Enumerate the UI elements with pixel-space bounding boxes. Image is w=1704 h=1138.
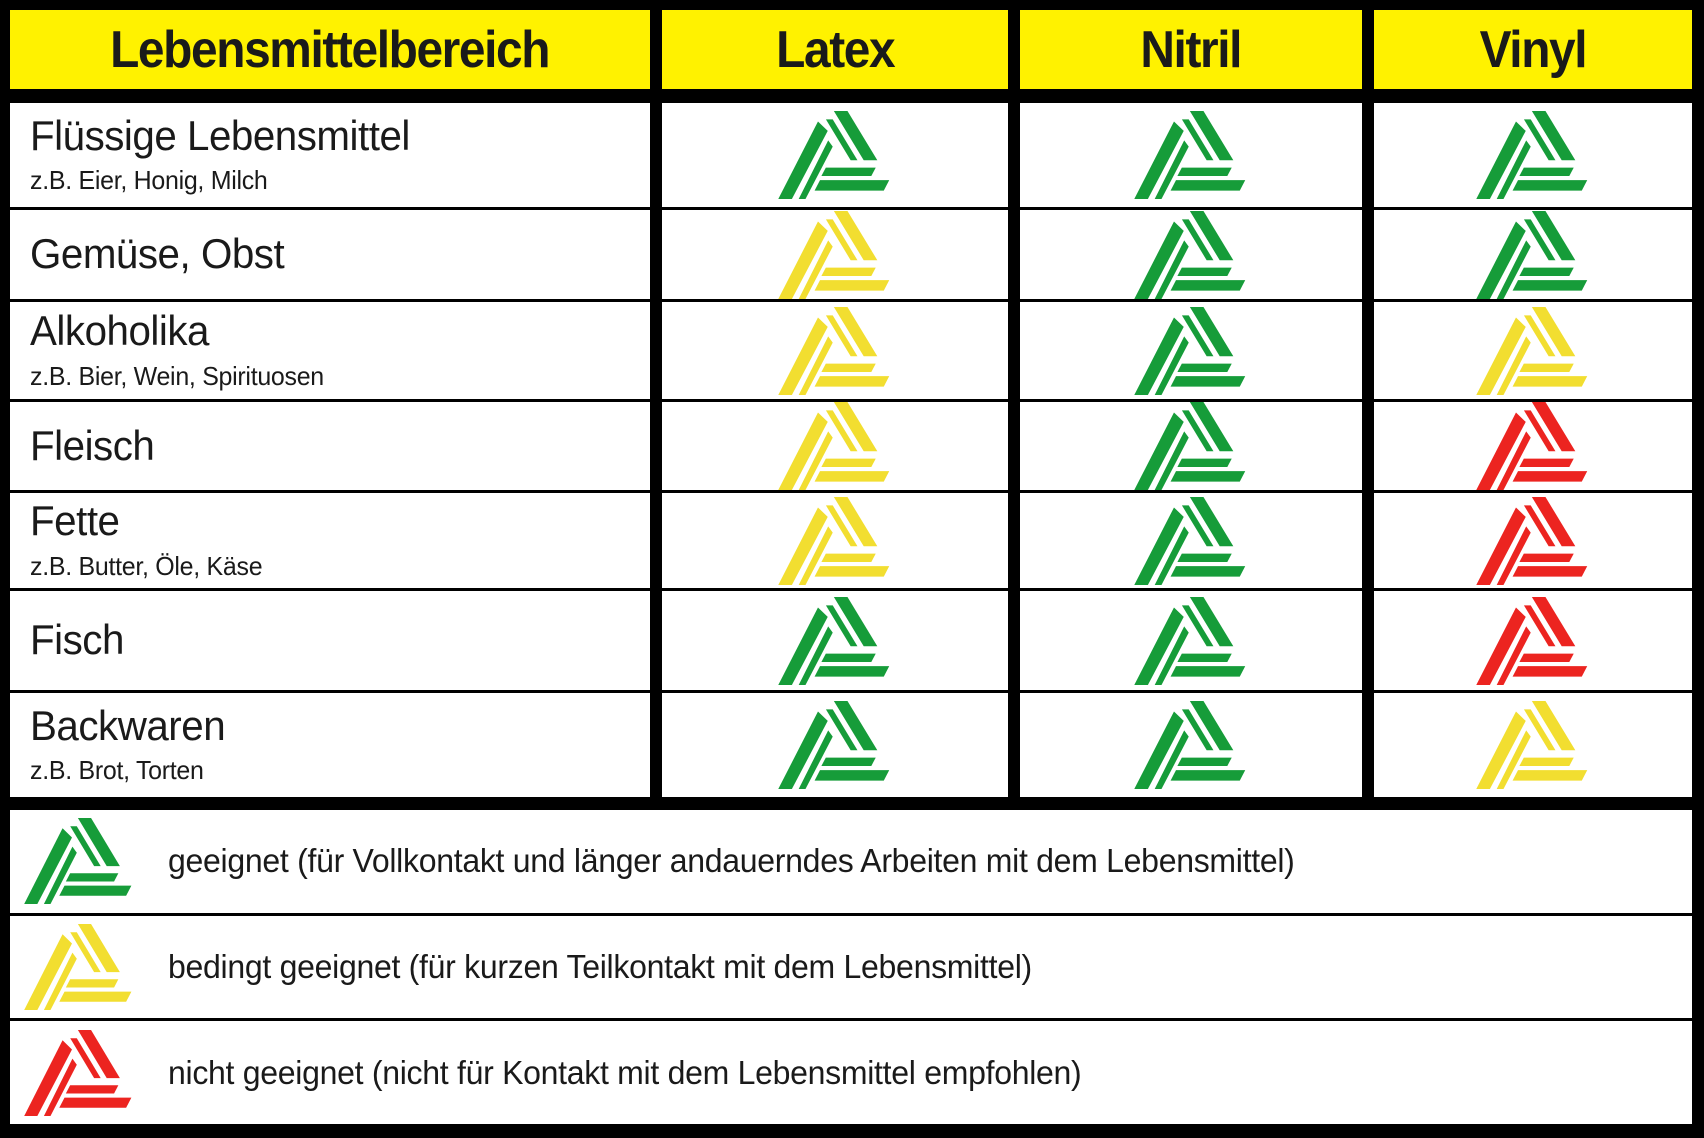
rating-cell-nitril [1020, 591, 1362, 690]
rating-triangle-icon [1474, 597, 1592, 685]
rating-cell-vinyl [1374, 302, 1692, 399]
rating-cell-latex [662, 302, 1008, 399]
food-category-examples: z.B. Bier, Wein, Spirituosen [30, 360, 324, 391]
rating-cell-vinyl [1374, 402, 1692, 490]
glove-suitability-table: Lebensmittelbereich Latex Nitril Vinyl F… [10, 10, 1692, 797]
legend-item-label: geeignet (für Vollkontakt und länger and… [168, 842, 1295, 880]
rating-triangle-icon [776, 307, 894, 395]
legend-item-label: bedingt geeignet (für kurzen Teilkontakt… [168, 947, 1032, 985]
column-header-label: Latex [775, 20, 895, 79]
rating-cell-nitril [1020, 210, 1362, 299]
column-header-label: Nitril [1140, 20, 1243, 79]
legend-item-label: nicht geeignet (nicht für Kontakt mit de… [168, 1053, 1082, 1091]
rating-triangle-icon [1132, 211, 1250, 299]
food-category-cell: Backwaren z.B. Brot, Torten [10, 693, 650, 797]
food-category-label: Gemüse, Obst [30, 230, 285, 278]
legend-item-geeignet: geeignet (für Vollkontakt und länger and… [10, 810, 1692, 913]
rating-cell-latex [662, 693, 1008, 797]
rating-cell-latex [662, 493, 1008, 588]
rating-triangle-icon [1132, 307, 1250, 395]
rating-triangle-icon [776, 597, 894, 685]
legend-item-nicht-geeignet: nicht geeignet (nicht für Kontakt mit de… [10, 1021, 1692, 1124]
rating-cell-nitril [1020, 693, 1362, 797]
food-category-label: Fleisch [30, 421, 155, 469]
food-category-cell: Alkoholika z.B. Bier, Wein, Spirituosen [10, 302, 650, 399]
rating-triangle-icon [1474, 402, 1592, 490]
rating-cell-vinyl [1374, 210, 1692, 299]
food-category-label: Backwaren [30, 701, 226, 749]
food-category-label: Fette [30, 497, 120, 545]
rating-cell-vinyl [1374, 493, 1692, 588]
legend-red-triangle-icon [22, 1030, 136, 1116]
column-header-lebensmittelbereich: Lebensmittelbereich [10, 10, 650, 100]
legend-item-bedingt-geeignet: bedingt geeignet (für kurzen Teilkontakt… [10, 915, 1692, 1019]
rating-triangle-icon [1474, 307, 1592, 395]
food-category-examples: z.B. Eier, Honig, Milch [30, 165, 268, 196]
food-category-label: Fisch [30, 616, 124, 664]
food-category-label: Flüssige Lebensmittel [30, 111, 410, 159]
rating-triangle-icon [1132, 497, 1250, 585]
rating-triangle-icon [1474, 111, 1592, 199]
rating-triangle-icon [776, 111, 894, 199]
legend-green-triangle-icon [22, 818, 136, 904]
food-category-cell: Gemüse, Obst [10, 210, 650, 299]
rating-triangle-icon [1474, 701, 1592, 789]
food-category-cell: Fisch [10, 591, 650, 690]
rating-triangle-icon [1132, 597, 1250, 685]
rating-triangle-icon [1132, 111, 1250, 199]
rating-triangle-icon [1132, 701, 1250, 789]
rating-cell-nitril [1020, 402, 1362, 490]
rating-cell-vinyl [1374, 693, 1692, 797]
food-category-cell: Fette z.B. Butter, Öle, Käse [10, 493, 650, 588]
rating-cell-latex [662, 210, 1008, 299]
column-header-label: Vinyl [1479, 20, 1588, 79]
rating-triangle-icon [1474, 211, 1592, 299]
food-category-examples: z.B. Butter, Öle, Käse [30, 550, 263, 581]
rating-cell-nitril [1020, 493, 1362, 588]
rating-cell-nitril [1020, 302, 1362, 399]
column-header-nitril: Nitril [1020, 10, 1362, 100]
legend-yellow-triangle-icon [22, 924, 136, 1010]
legend: geeignet (für Vollkontakt und länger and… [10, 810, 1692, 1124]
rating-cell-latex [662, 591, 1008, 690]
rating-triangle-icon [776, 497, 894, 585]
food-category-label: Alkoholika [30, 307, 209, 355]
column-header-latex: Latex [662, 10, 1008, 100]
food-category-cell: Flüssige Lebensmittel z.B. Eier, Honig, … [10, 103, 650, 207]
rating-cell-latex [662, 103, 1008, 207]
rating-cell-vinyl [1374, 103, 1692, 207]
rating-cell-vinyl [1374, 591, 1692, 690]
rating-cell-latex [662, 402, 1008, 490]
rating-triangle-icon [1474, 497, 1592, 585]
food-category-cell: Fleisch [10, 402, 650, 490]
rating-triangle-icon [1132, 402, 1250, 490]
rating-triangle-icon [776, 701, 894, 789]
rating-cell-nitril [1020, 103, 1362, 207]
food-category-examples: z.B. Brot, Torten [30, 755, 204, 786]
column-header-vinyl: Vinyl [1374, 10, 1692, 100]
column-header-label: Lebensmittelbereich [110, 20, 550, 79]
rating-triangle-icon [776, 402, 894, 490]
rating-triangle-icon [776, 211, 894, 299]
